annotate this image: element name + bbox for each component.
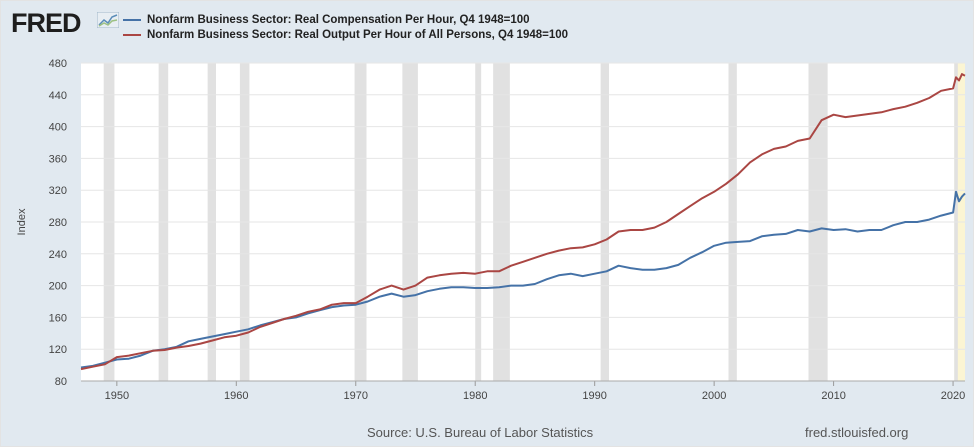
x-tick-label: 1950 bbox=[105, 390, 129, 402]
legend-label: Nonfarm Business Sector: Real Output Per… bbox=[147, 28, 569, 41]
source-note: Source: U.S. Bureau of Labor Statistics bbox=[367, 425, 594, 440]
series-line-compensation bbox=[80, 190, 966, 369]
legend-item[interactable]: Nonfarm Business Sector: Real Compensati… bbox=[123, 12, 568, 27]
chart-legend: Nonfarm Business Sector: Real Compensati… bbox=[123, 12, 568, 42]
y-tick-label: 160 bbox=[49, 312, 67, 324]
y-tick-label: 400 bbox=[49, 122, 67, 134]
y-tick-label: 200 bbox=[49, 281, 67, 293]
y-tick-label: 320 bbox=[49, 185, 67, 197]
x-tick-label: 1970 bbox=[344, 390, 368, 402]
fred-chart-logo-icon bbox=[97, 12, 119, 28]
y-tick-label: 440 bbox=[49, 90, 67, 102]
y-tick-label: 240 bbox=[49, 249, 67, 261]
y-tick-label: 360 bbox=[49, 153, 67, 165]
x-tick-label: 2010 bbox=[821, 390, 845, 402]
site-link[interactable]: fred.stlouisfed.org bbox=[805, 425, 909, 440]
legend-swatch-output bbox=[123, 33, 141, 36]
y-axis-label: Index bbox=[16, 208, 28, 235]
y-tick-label: 480 bbox=[49, 58, 67, 70]
y-tick-label: 120 bbox=[49, 344, 67, 356]
legend-item[interactable]: Nonfarm Business Sector: Real Output Per… bbox=[123, 27, 568, 42]
x-tick-label: 1960 bbox=[224, 390, 248, 402]
y-tick-label: 280 bbox=[49, 217, 67, 229]
x-tick-label: 1980 bbox=[463, 390, 487, 402]
fred-logo[interactable]: FRED bbox=[11, 8, 81, 38]
series-line-output bbox=[80, 73, 966, 371]
x-tick-label: 1990 bbox=[582, 390, 606, 402]
legend-swatch-compensation bbox=[123, 18, 141, 21]
legend-label: Nonfarm Business Sector: Real Compensati… bbox=[147, 13, 530, 26]
x-tick-label: 2020 bbox=[941, 390, 965, 402]
y-tick-label: 80 bbox=[55, 376, 67, 388]
x-tick-label: 2000 bbox=[702, 390, 726, 402]
